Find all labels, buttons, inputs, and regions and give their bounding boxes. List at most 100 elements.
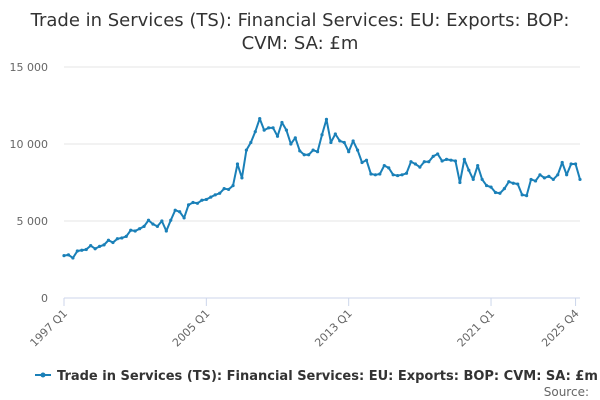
data-point[interactable]: [102, 243, 106, 247]
data-point[interactable]: [84, 247, 88, 252]
data-point[interactable]: [525, 193, 529, 198]
data-point[interactable]: [155, 224, 160, 228]
data-point[interactable]: [476, 163, 480, 168]
data-point[interactable]: [240, 176, 244, 180]
data-point[interactable]: [315, 150, 320, 154]
data-point[interactable]: [573, 162, 578, 166]
data-point[interactable]: [462, 157, 466, 161]
data-point[interactable]: [391, 173, 395, 177]
data-point[interactable]: [111, 240, 115, 245]
data-point[interactable]: [169, 218, 173, 222]
data-point[interactable]: [253, 130, 257, 134]
data-point[interactable]: [151, 222, 155, 226]
data-point[interactable]: [413, 162, 418, 166]
data-point[interactable]: [66, 253, 71, 257]
data-point[interactable]: [160, 219, 164, 223]
data-point[interactable]: [427, 160, 431, 164]
data-point[interactable]: [444, 157, 449, 161]
data-point[interactable]: [529, 177, 533, 182]
data-point[interactable]: [146, 218, 151, 222]
data-point[interactable]: [440, 159, 444, 163]
data-point[interactable]: [498, 191, 502, 195]
data-point[interactable]: [298, 149, 302, 153]
legend[interactable]: Trade in Services (TS): Financial Servic…: [35, 369, 598, 384]
data-point[interactable]: [124, 234, 128, 238]
data-point[interactable]: [106, 238, 111, 242]
data-point[interactable]: [178, 210, 182, 214]
data-point[interactable]: [347, 150, 351, 154]
data-point[interactable]: [404, 171, 409, 175]
data-point[interactable]: [453, 159, 458, 163]
data-point[interactable]: [369, 172, 373, 176]
data-point[interactable]: [218, 191, 222, 195]
data-point[interactable]: [565, 173, 569, 177]
data-point[interactable]: [502, 187, 506, 191]
data-point[interactable]: [538, 173, 542, 177]
data-point[interactable]: [320, 133, 324, 137]
data-point[interactable]: [289, 142, 293, 146]
data-point[interactable]: [520, 193, 524, 197]
data-point[interactable]: [307, 153, 311, 157]
data-point[interactable]: [120, 236, 124, 240]
data-point[interactable]: [551, 177, 555, 182]
data-point[interactable]: [75, 249, 79, 253]
data-point[interactable]: [231, 183, 235, 188]
data-point[interactable]: [138, 227, 142, 231]
data-point[interactable]: [422, 160, 426, 164]
data-point[interactable]: [89, 244, 93, 248]
data-point[interactable]: [235, 162, 240, 166]
data-point[interactable]: [418, 165, 422, 169]
data-point[interactable]: [400, 173, 404, 177]
data-point[interactable]: [569, 162, 573, 166]
data-point[interactable]: [511, 181, 515, 185]
data-point[interactable]: [97, 244, 102, 249]
data-point[interactable]: [547, 174, 551, 178]
data-point[interactable]: [213, 193, 217, 197]
data-point[interactable]: [71, 256, 75, 260]
data-point[interactable]: [293, 136, 297, 140]
data-point[interactable]: [458, 180, 462, 185]
data-point[interactable]: [258, 116, 262, 121]
data-point[interactable]: [516, 182, 520, 186]
data-point[interactable]: [195, 201, 200, 205]
data-point[interactable]: [364, 158, 369, 162]
data-point[interactable]: [351, 139, 355, 143]
data-point[interactable]: [560, 160, 564, 165]
data-point[interactable]: [480, 177, 484, 182]
data-point[interactable]: [449, 158, 453, 162]
data-point[interactable]: [493, 190, 498, 195]
data-point[interactable]: [360, 160, 364, 165]
data-point[interactable]: [324, 117, 329, 121]
data-point[interactable]: [129, 228, 133, 232]
data-point[interactable]: [302, 153, 306, 157]
data-point[interactable]: [342, 140, 346, 145]
data-point[interactable]: [164, 229, 168, 233]
data-point[interactable]: [396, 173, 400, 178]
data-point[interactable]: [333, 132, 337, 136]
data-point[interactable]: [222, 187, 226, 191]
data-point[interactable]: [204, 197, 208, 202]
data-point[interactable]: [467, 168, 471, 172]
data-point[interactable]: [271, 126, 275, 130]
data-point[interactable]: [93, 247, 97, 251]
data-point[interactable]: [431, 154, 435, 158]
data-point[interactable]: [484, 183, 489, 188]
data-point[interactable]: [62, 254, 66, 258]
data-point[interactable]: [378, 172, 382, 176]
data-point[interactable]: [311, 148, 315, 152]
data-point[interactable]: [507, 180, 511, 184]
data-point[interactable]: [133, 229, 137, 233]
data-point[interactable]: [471, 177, 475, 182]
data-point[interactable]: [262, 128, 266, 132]
data-point[interactable]: [244, 148, 248, 152]
data-point[interactable]: [226, 187, 231, 192]
data-point[interactable]: [556, 173, 560, 177]
data-point[interactable]: [489, 185, 493, 189]
data-point[interactable]: [267, 126, 271, 130]
data-point[interactable]: [186, 203, 191, 207]
data-point[interactable]: [533, 179, 538, 183]
data-point[interactable]: [280, 120, 284, 125]
data-point[interactable]: [209, 195, 213, 199]
data-point[interactable]: [338, 139, 342, 143]
data-point[interactable]: [542, 176, 547, 180]
